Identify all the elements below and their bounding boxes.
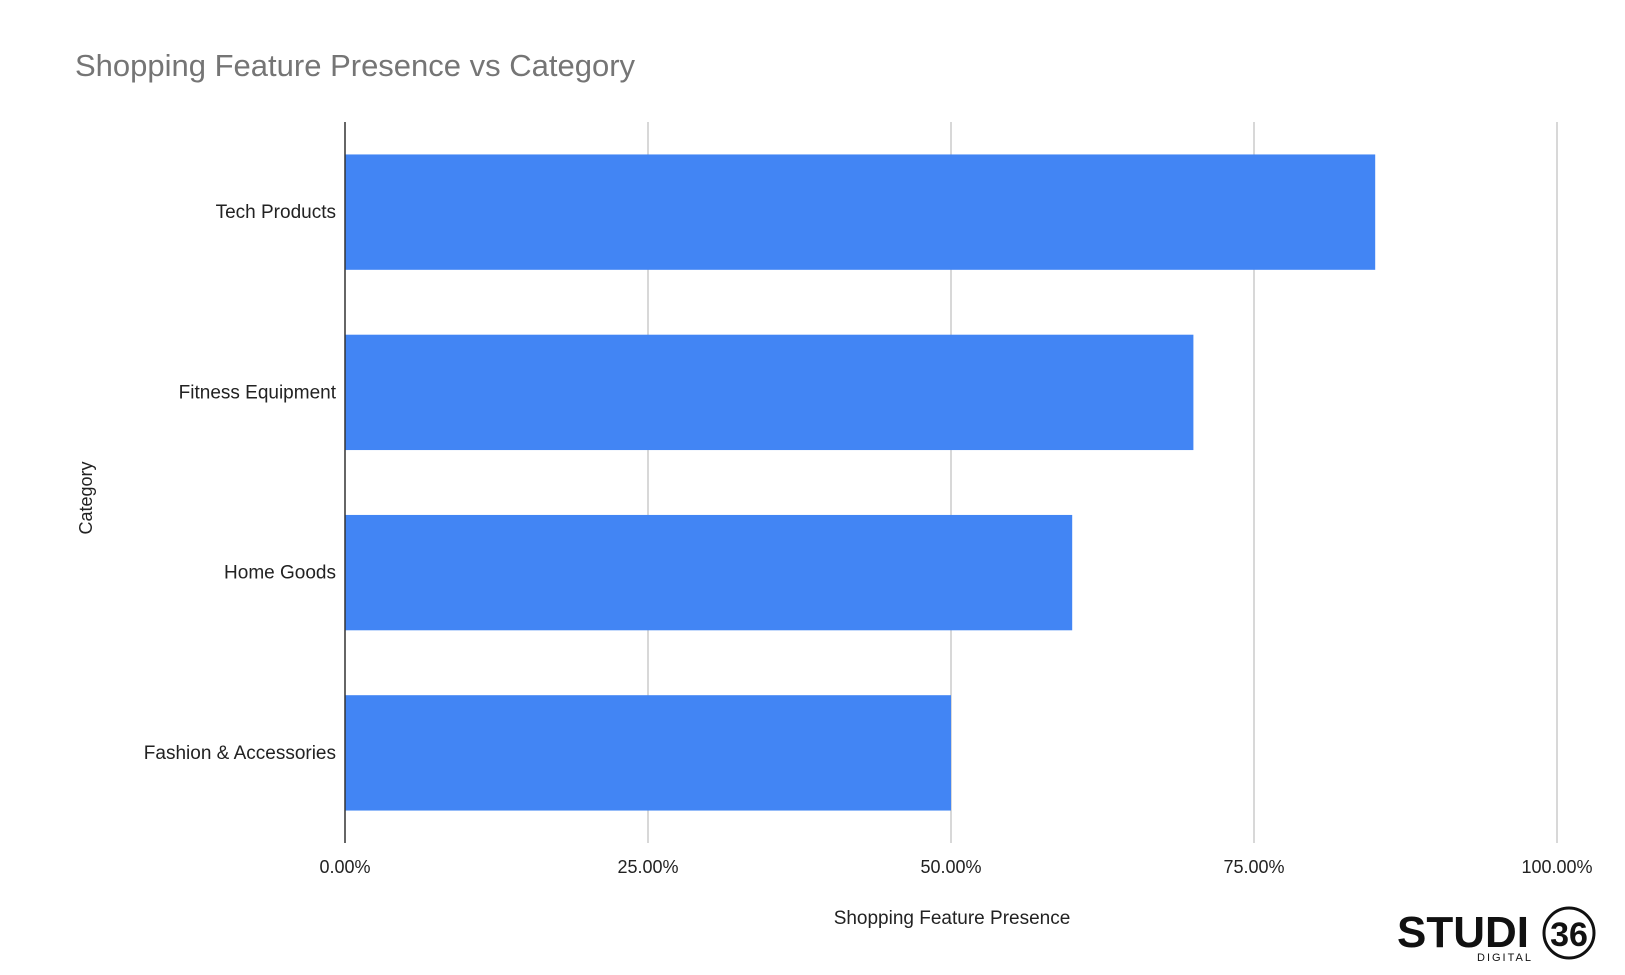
bars xyxy=(345,154,1376,811)
bar xyxy=(345,154,1376,270)
category-labels: Tech Products Fitness Equipment Home Goods… xyxy=(144,202,337,764)
y-axis-title: Category xyxy=(76,461,96,534)
bar xyxy=(345,695,951,811)
studio36-logo: STUDI 36 DIGITAL xyxy=(1397,906,1596,963)
category-label: Fitness Equipment xyxy=(179,382,337,403)
logo-wordmark: STUDI xyxy=(1397,908,1529,957)
bar xyxy=(345,514,1073,631)
category-label: Home Goods xyxy=(224,563,336,584)
bar xyxy=(345,334,1194,451)
logo-circle xyxy=(1542,906,1596,960)
logo-number: 36 xyxy=(1550,916,1588,954)
x-tick-label: 0.00% xyxy=(319,857,370,877)
x-tick-label: 100.00% xyxy=(1521,857,1592,877)
x-tick-labels: 0.00% 25.00% 50.00% 75.00% 100.00% xyxy=(319,857,1592,877)
category-label: Tech Products xyxy=(216,202,336,223)
x-tick-label: 25.00% xyxy=(617,857,678,877)
x-tick-label: 75.00% xyxy=(1223,857,1284,877)
x-tick-label: 50.00% xyxy=(920,857,981,877)
category-label: Fashion & Accessories xyxy=(144,743,336,764)
chart-title: Shopping Feature Presence vs Category xyxy=(75,48,636,83)
x-axis-title: Shopping Feature Presence xyxy=(834,908,1071,929)
logo-subtext: DIGITAL xyxy=(1477,952,1533,963)
